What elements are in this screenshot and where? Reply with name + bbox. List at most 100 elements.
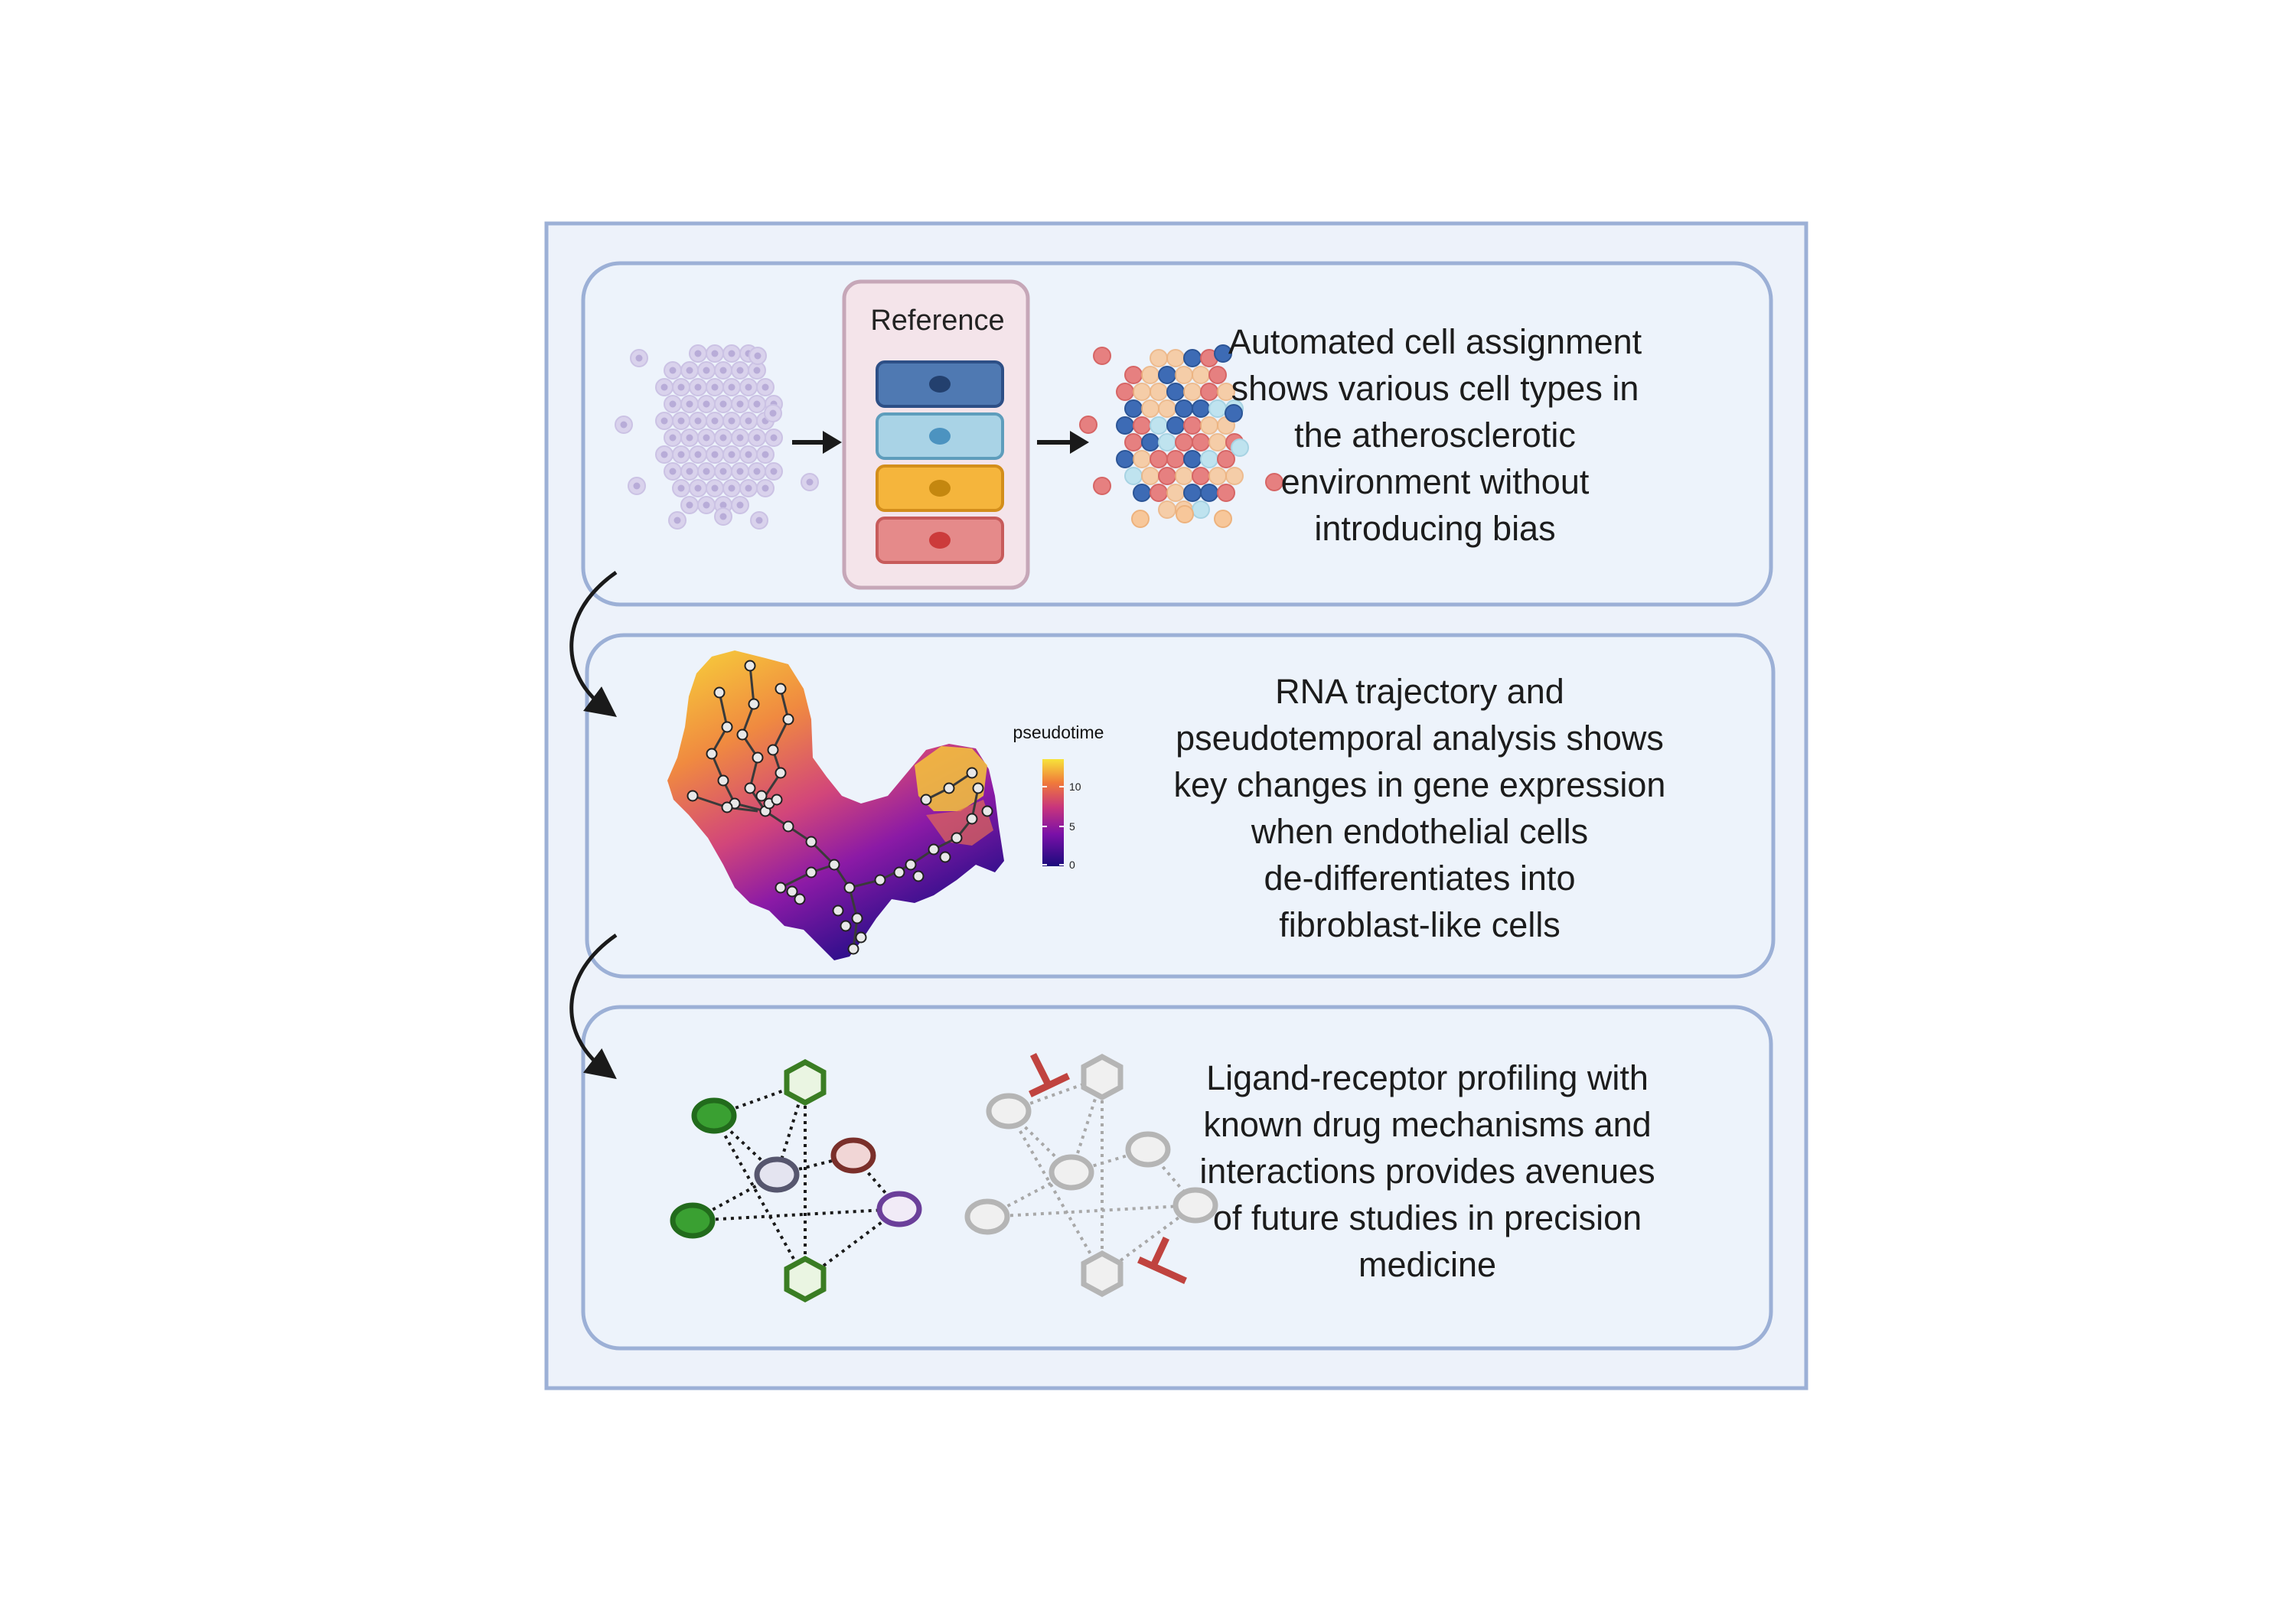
labeled-cell: [1231, 438, 1249, 457]
labeled-cell: [1116, 450, 1134, 468]
cell-nucleus: [703, 400, 710, 408]
inhibitor-symbol-bottom: [1137, 1237, 1187, 1284]
labeled-cell: [1208, 366, 1227, 384]
unlabeled-cell-cluster: [615, 344, 819, 530]
trajectory-node: [943, 782, 955, 794]
cell-nucleus: [711, 383, 719, 391]
labeled-cell: [1176, 505, 1194, 523]
inactive-hexagon-top: [1081, 1054, 1124, 1100]
trajectory-umap-plot: [667, 650, 1004, 960]
arrow-to-labeled-cells: [1037, 431, 1089, 454]
cell-nucleus: [669, 367, 677, 374]
trajectory-node: [828, 859, 840, 871]
labeled-cell: [1141, 467, 1159, 485]
trajectory-node: [755, 790, 768, 802]
trajectory-node: [771, 794, 783, 806]
cell-nucleus: [719, 434, 727, 442]
reference-cell-types: [876, 360, 1004, 564]
cell-nucleus: [745, 451, 752, 458]
cell-nucleus: [703, 367, 710, 374]
trajectory-node: [721, 801, 733, 813]
trajectory-node: [805, 866, 817, 878]
labeled-cell: [1150, 416, 1168, 435]
cell-nucleus: [711, 484, 719, 492]
inactive-oval-5: [1172, 1187, 1218, 1224]
trajectory-node: [782, 820, 794, 833]
cell-nucleus: [677, 417, 685, 425]
inactive-hexagon-bottom: [1081, 1250, 1124, 1297]
trajectory-node: [939, 851, 951, 863]
labeled-cell: [1141, 399, 1159, 418]
labeled-cell: [1214, 510, 1232, 528]
trajectory-node: [736, 729, 748, 741]
arrow-to-reference: [792, 431, 842, 454]
cell-nucleus: [755, 517, 763, 524]
labeled-cell: [1141, 433, 1159, 451]
cell-nucleus: [719, 468, 727, 475]
cell-nucleus: [660, 451, 668, 458]
inactive-oval-1: [986, 1093, 1032, 1129]
labeled-cell: [1217, 484, 1235, 502]
labeled-cell: [1124, 433, 1143, 451]
trajectory-node: [782, 713, 794, 725]
cell-nucleus: [745, 383, 752, 391]
cell-nucleus: [806, 478, 814, 486]
umap-blob: [667, 650, 1004, 960]
labeled-cell: [1093, 347, 1111, 365]
labeled-cell: [1124, 366, 1143, 384]
labeled-cell: [1116, 416, 1134, 435]
cell-nucleus: [677, 451, 685, 458]
labeled-cell: [1150, 383, 1168, 401]
cell-nucleus: [728, 484, 735, 492]
trajectory-node: [775, 683, 787, 695]
trajectory-node: [905, 859, 917, 871]
panel-2-line: RNA trajectory and: [1275, 672, 1564, 711]
cell-nucleus: [703, 501, 710, 509]
labeled-cell: [1150, 450, 1168, 468]
panel-1-description: Automated cell assignment shows various …: [1167, 318, 1703, 552]
cell-nucleus: [719, 400, 727, 408]
cell-nucleus: [728, 350, 735, 357]
cell-nucleus: [703, 468, 710, 475]
panel-1-line: shows various cell types in: [1231, 369, 1639, 408]
trajectory-node: [840, 920, 852, 932]
labeled-cell-cluster: [1079, 344, 1283, 528]
labeled-cell: [1217, 450, 1235, 468]
cell-nucleus: [754, 352, 762, 360]
panel-3-line: interactions provides avenues: [1199, 1152, 1655, 1191]
panel-1-line: the atherosclerotic: [1294, 416, 1576, 455]
panel-1-line: environment without: [1280, 462, 1590, 501]
pseudotime-tick-high: 10: [1069, 781, 1081, 793]
reference-cell-nucleus: [929, 376, 951, 393]
reference-title: Reference: [870, 305, 1005, 337]
trajectory-node: [874, 874, 886, 886]
panel-2-line: pseudotemporal analysis shows: [1176, 719, 1664, 758]
cell-nucleus: [686, 400, 693, 408]
ligand-oval-top: [691, 1097, 737, 1134]
cell-nucleus: [703, 434, 710, 442]
pseudotime-tick-low: 0: [1069, 859, 1075, 871]
cell-nucleus: [694, 484, 702, 492]
cell-nucleus: [769, 409, 777, 417]
cell-nucleus: [660, 383, 668, 391]
cell-nucleus: [753, 400, 761, 408]
cell-nucleus: [719, 367, 727, 374]
cell-nucleus: [736, 468, 744, 475]
cell-nucleus: [745, 417, 752, 425]
inhibitor-symbol-top: [1029, 1052, 1070, 1097]
cell-nucleus: [677, 383, 685, 391]
panel-3-description: Ligand-receptor profiling with known dru…: [1159, 1054, 1695, 1288]
panel-1-line: introducing bias: [1314, 509, 1556, 548]
panel-3-line: known drug mechanisms and: [1203, 1105, 1652, 1144]
cell-nucleus: [660, 417, 668, 425]
cell-nucleus: [719, 513, 727, 520]
cell-nucleus: [686, 434, 693, 442]
labeled-cell: [1150, 349, 1168, 367]
panel-2-line: de-differentiates into: [1264, 859, 1576, 898]
cell-nucleus: [677, 484, 685, 492]
panel-2-line: key changes in gene expression: [1173, 765, 1666, 804]
trajectory-node: [928, 843, 940, 856]
cell-nucleus: [728, 417, 735, 425]
receptor-oval-grey: [754, 1156, 800, 1193]
